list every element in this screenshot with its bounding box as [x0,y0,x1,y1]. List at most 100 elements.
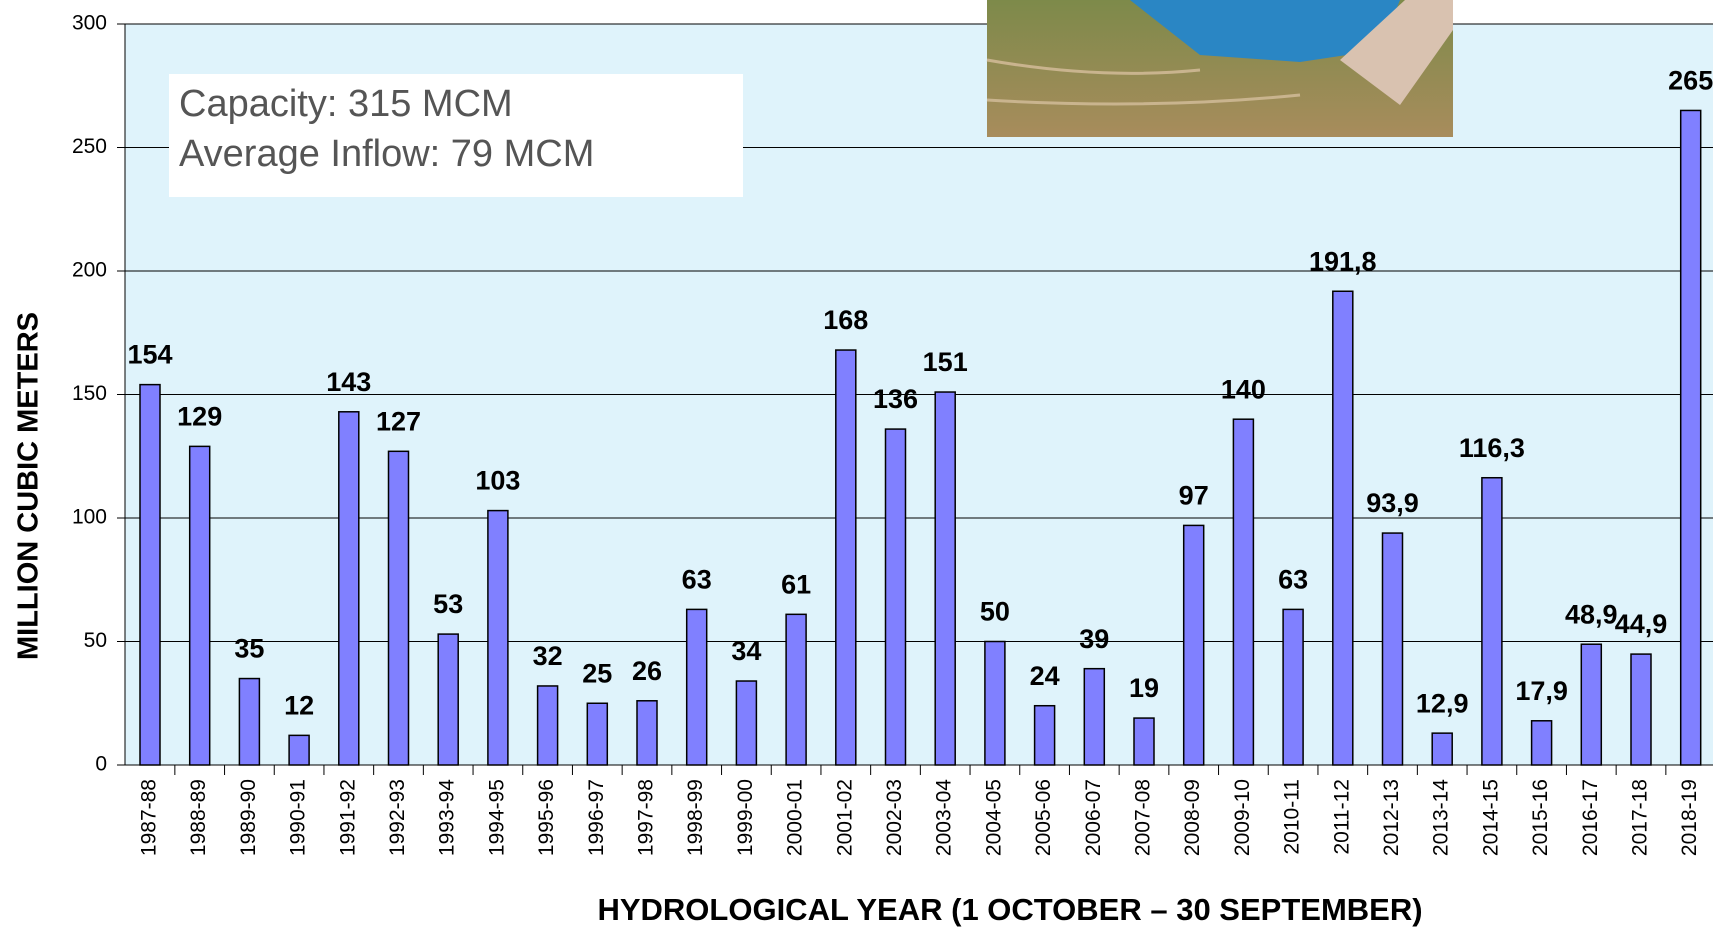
x-tick-label: 2004-05 [982,779,1005,856]
value-label: 136 [873,384,918,414]
bar [338,411,360,766]
x-tick-label: 1987-88 [138,779,161,856]
y-axis-title: MILLION CUBIC METERS [13,312,45,660]
bar [685,608,708,766]
x-tick-label: 2005-06 [1032,779,1055,856]
x-tick-label: 1994-95 [485,779,508,856]
annotation-box [169,74,743,197]
x-tick-label: 1991-92 [336,779,359,856]
annotation: Capacity: 315 MCM [179,83,513,125]
bar [835,349,857,766]
x-tick-label: 1998-99 [684,779,707,856]
value-label: 17,9 [1515,676,1568,706]
y-tick-label: 0 [95,753,107,776]
bar [1381,532,1404,766]
value-label: 93,9 [1366,488,1419,518]
bar [785,613,807,766]
bar [1133,717,1155,766]
bar [487,509,509,766]
x-tick-label: 1993-94 [436,779,459,856]
bar [884,428,907,766]
x-tick-label: 1999-00 [734,779,757,856]
x-tick-label: 2007-08 [1132,779,1155,856]
bar [1580,643,1603,766]
bar [1083,667,1106,766]
value-label: 168 [823,305,868,335]
value-label: 24 [1030,661,1060,691]
value-label: 19 [1129,673,1159,703]
bar [387,450,410,766]
bar [1630,653,1652,766]
value-label: 63 [1278,565,1308,595]
bar [536,685,559,766]
annotation: Average Inflow: 79 MCM [179,133,594,175]
x-tick-label: 1997-98 [635,779,658,856]
value-label: 140 [1221,374,1266,404]
value-label: 103 [475,466,520,496]
x-tick-label: 2011-12 [1330,779,1353,855]
x-tick-label: 2018-19 [1678,779,1701,856]
y-tick-label: 150 [72,382,107,405]
bar [1530,720,1553,766]
bar [288,734,310,766]
y-tick-label: 300 [72,12,107,35]
value-label: 151 [923,347,968,377]
x-tick-label: 2000-01 [784,779,807,856]
x-tick-label: 2013-14 [1430,779,1453,856]
x-tick-label: 2010-11 [1281,779,1304,855]
x-tick-label: 2014-15 [1479,779,1502,856]
bar [735,680,758,766]
value-label: 32 [533,641,563,671]
bar [1282,608,1304,766]
x-tick-label: 1988-89 [187,779,210,856]
x-tick-label: 2017-18 [1629,779,1652,856]
x-tick-label: 2016-17 [1579,779,1602,856]
x-tick-label: 2003-04 [933,779,956,856]
x-tick-label: 2002-03 [883,779,906,856]
value-label: 97 [1179,481,1209,511]
value-label: 53 [433,589,463,619]
value-label: 63 [682,565,712,595]
x-axis-title: HYDROLOGICAL YEAR (1 OCTOBER – 30 SEPTEM… [597,892,1422,927]
value-label: 39 [1079,624,1109,654]
y-tick-label: 200 [72,259,107,282]
value-label: 116,3 [1459,433,1525,463]
bar [1481,476,1503,766]
value-label: 44,9 [1615,609,1668,639]
value-label: 25 [582,658,612,688]
x-tick-label: 2006-07 [1082,779,1105,856]
x-tick-label: 1989-90 [237,779,260,856]
x-tick-label: 2009-10 [1231,779,1254,856]
bar [636,700,658,766]
value-label: 154 [127,340,172,370]
value-label: 129 [177,401,222,431]
bar [984,640,1006,766]
value-label: 12 [284,690,314,720]
value-label: 34 [731,636,761,666]
x-tick-label: 1995-96 [535,779,558,856]
bar [934,391,956,766]
bar [1232,418,1255,766]
x-tick-label: 1990-91 [287,779,310,856]
bar [586,702,609,766]
value-label: 12,9 [1416,688,1469,718]
value-label: 50 [980,597,1010,627]
bar [1332,290,1354,766]
bar [1182,524,1205,766]
value-label: 48,9 [1565,599,1618,629]
x-tick-label: 2008-09 [1181,779,1204,856]
bar [139,383,161,766]
bar [437,633,459,766]
value-label: 265 [1668,66,1713,96]
bar [238,677,261,766]
y-tick-label: 250 [72,135,107,158]
y-tick-label: 50 [84,629,107,652]
bar [1679,109,1702,766]
dam-photo [986,0,1453,137]
value-label: 35 [234,634,264,664]
value-label: 143 [326,367,371,397]
bar [1431,732,1453,766]
x-tick-label: 2012-13 [1380,779,1403,856]
